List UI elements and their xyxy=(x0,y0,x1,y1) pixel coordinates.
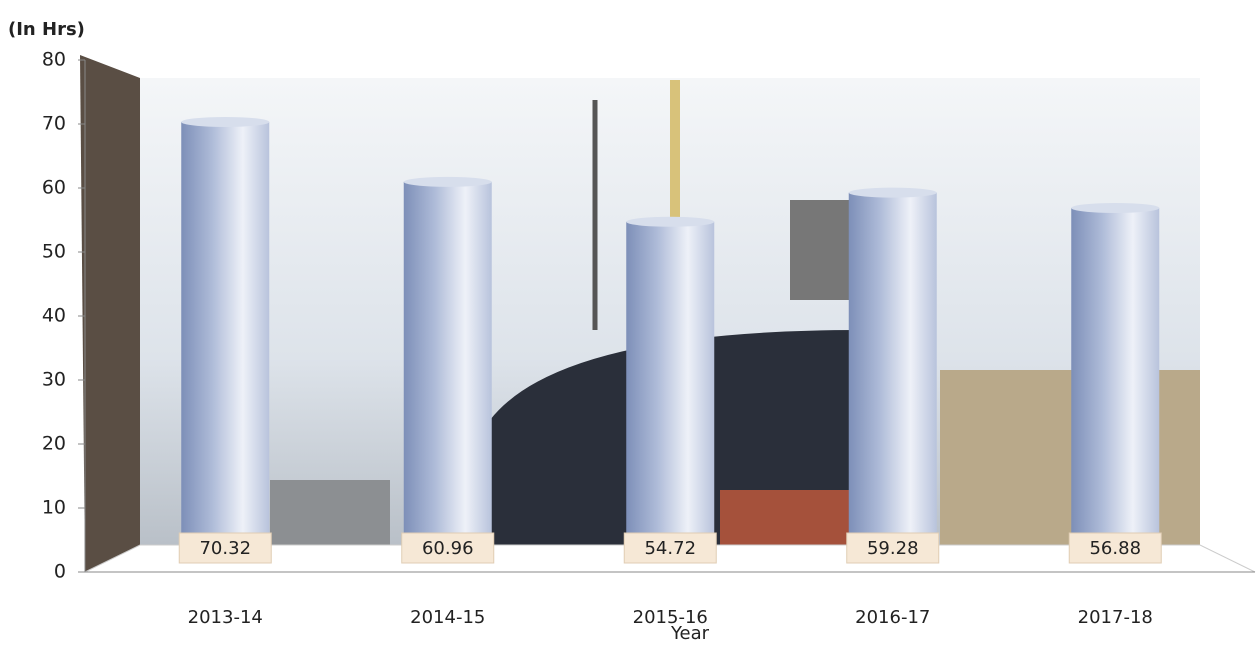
bar-top xyxy=(403,176,492,187)
value-label: 59.28 xyxy=(867,538,919,559)
bar-top xyxy=(181,116,270,127)
y-tick-label: 20 xyxy=(42,433,66,455)
bar xyxy=(848,192,937,558)
x-tick-label: 2014-15 xyxy=(410,607,485,628)
y-tick-label: 40 xyxy=(42,305,66,327)
x-axis-label: Year xyxy=(670,623,710,644)
bar-top xyxy=(626,216,715,227)
y-tick-label: 60 xyxy=(42,177,66,199)
bar xyxy=(626,221,715,559)
x-tick-label: 2017-18 xyxy=(1078,607,1153,628)
ship-keel xyxy=(720,490,860,545)
bar-top xyxy=(1071,202,1160,213)
bar-top xyxy=(848,187,937,198)
value-label: 56.88 xyxy=(1089,538,1141,559)
y-axis-label: (In Hrs) xyxy=(8,19,85,40)
bar xyxy=(1071,207,1160,558)
y-tick-label: 30 xyxy=(42,369,66,391)
value-label: 60.96 xyxy=(422,538,474,559)
y-tick-label: 80 xyxy=(42,49,66,71)
x-tick-label: 2016-17 xyxy=(855,607,930,628)
side-wall xyxy=(80,55,140,572)
value-label-box xyxy=(401,532,495,564)
y-tick-label: 70 xyxy=(42,113,66,135)
value-label: 54.72 xyxy=(644,538,696,559)
y-tick-label: 10 xyxy=(42,497,66,519)
x-tick-label: 2013-14 xyxy=(188,607,263,628)
bar xyxy=(181,121,270,559)
value-label: 70.32 xyxy=(199,538,251,559)
y-tick-label: 50 xyxy=(42,241,66,263)
warehouse xyxy=(940,370,1200,545)
bar xyxy=(403,181,492,558)
y-tick-label: 0 xyxy=(54,561,66,583)
dock xyxy=(270,480,390,545)
value-label-box xyxy=(1068,532,1162,564)
value-label-box xyxy=(846,532,940,564)
crane-bucket xyxy=(790,200,850,300)
value-label-box xyxy=(178,532,272,564)
value-label-box xyxy=(623,532,717,564)
x-tick-label: 2015-16 xyxy=(633,607,708,628)
